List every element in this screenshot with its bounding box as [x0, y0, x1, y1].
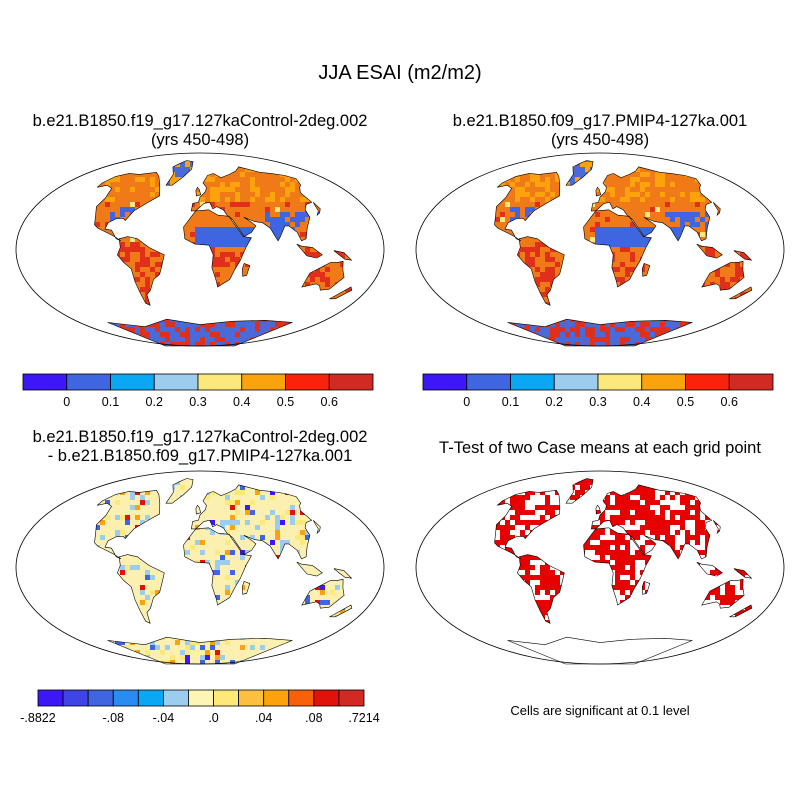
colorbar-label: 0.4	[233, 395, 250, 409]
colorbar-box	[66, 373, 111, 391]
colorbar-label: 0.2	[546, 395, 563, 409]
panel-title-difference-line1: b.e21.B1850.f19_g17.127kaControl-2deg.00…	[32, 428, 368, 446]
panel-title-control: b.e21.B1850.f19_g17.127kaControl-2deg.00…	[0, 112, 400, 150]
colorbar-label: 0.4	[633, 395, 650, 409]
land-new-guinea	[333, 568, 352, 579]
colorbar-box	[62, 689, 89, 707]
panel-title-ttest: T-Test of two Case means at each grid po…	[439, 439, 761, 457]
colorbar-label: .0	[208, 711, 218, 725]
map-border	[15, 152, 385, 347]
colorbar-label: -.04	[153, 711, 175, 725]
map-ttest	[415, 470, 785, 665]
colorbar-box	[466, 373, 511, 391]
colorbar-box	[313, 689, 340, 707]
land-antarctica	[507, 637, 693, 664]
colorbar-box	[263, 689, 290, 707]
colorbar-box	[241, 373, 286, 391]
map-border	[415, 152, 785, 347]
colorbar-box	[510, 373, 555, 391]
coastlines	[94, 478, 353, 665]
colorbar-box	[37, 689, 64, 707]
colorbar-box	[238, 689, 265, 707]
panel-title-pmip: b.e21.B1850.f09_g17.PMIP4-127ka.001 (yrs…	[400, 112, 800, 150]
main-title: JJA ESAI (m2/m2)	[318, 62, 482, 84]
colorbar-box	[153, 373, 199, 391]
colorbar-label: .04	[255, 711, 272, 725]
colorbar-box	[685, 373, 730, 391]
colorbar-box	[188, 689, 214, 707]
colorbar-box	[162, 689, 189, 707]
colorbar-box	[328, 373, 374, 391]
land-north-america	[494, 172, 560, 241]
coastlines	[494, 160, 753, 347]
map-difference	[15, 470, 385, 665]
colorbar-box	[110, 373, 155, 391]
colorbar-label: 0.6	[321, 395, 338, 409]
colorbar-label: .7214	[348, 711, 379, 725]
colorbar-box	[422, 373, 468, 391]
map-border	[15, 470, 385, 665]
colorbar-box	[728, 373, 774, 391]
panel-title-pmip-line1: b.e21.B1850.f09_g17.PMIP4-127ka.001	[452, 112, 748, 130]
colorbar-difference: -.8822 -.08 -.04 .0 .04 .08 .7214	[20, 689, 380, 725]
significance-note: Cells are significant at 0.1 level	[510, 703, 690, 718]
grid-cells	[494, 478, 752, 635]
colorbar-box	[213, 689, 240, 707]
colorbar-box	[641, 373, 686, 391]
land-greenland	[166, 478, 194, 504]
colorbar-label: 0.3	[189, 395, 206, 409]
colorbar-box	[285, 373, 330, 391]
map-pmip	[415, 152, 785, 347]
panel-title-pmip-line2: (yrs 450-498)	[550, 131, 650, 149]
colorbar-label: 0	[63, 395, 70, 409]
colorbar-label: 0.1	[502, 395, 519, 409]
colorbar-label: 0	[463, 395, 470, 409]
colorbar-label: 0.1	[102, 395, 119, 409]
colorbar-label: -.8822	[20, 711, 55, 725]
colorbar-label: 0.3	[589, 395, 606, 409]
colorbar-box	[597, 373, 643, 391]
panel-title-control-line2: (yrs 450-498)	[150, 131, 250, 149]
colorbar-label: -.08	[102, 711, 124, 725]
land-madagascar	[242, 581, 250, 595]
colorbar-pmip: 0 0.1 0.2 0.3 0.4 0.5 0.6	[422, 373, 774, 409]
map-control	[15, 152, 385, 347]
map-border	[415, 470, 785, 665]
colorbar-box	[112, 689, 139, 707]
panel-title-difference-line2: - b.e21.B1850.f09_g17.PMIP4-127ka.001	[47, 447, 353, 465]
colorbar-box	[288, 689, 315, 707]
land-indonesia	[296, 562, 323, 577]
coastlines	[94, 160, 353, 347]
colorbar-label: .08	[305, 711, 322, 725]
colorbar-control: 0 0.1 0.2 0.3 0.4 0.5 0.6	[22, 373, 374, 409]
panel-title-control-line1: b.e21.B1850.f19_g17.127kaControl-2deg.00…	[32, 112, 368, 130]
land-uk	[195, 505, 201, 514]
colorbar-box	[137, 689, 164, 707]
colorbar-label: 0.5	[277, 395, 294, 409]
colorbar-label: 0.6	[721, 395, 738, 409]
colorbar-label: 0.5	[677, 395, 694, 409]
colorbar-box	[22, 373, 68, 391]
land-north-america	[94, 172, 160, 241]
colorbar-box	[197, 373, 243, 391]
colorbar-label: 0.2	[146, 395, 163, 409]
colorbar-box	[553, 373, 599, 391]
colorbar-box	[87, 689, 114, 707]
colorbar-box	[338, 689, 365, 707]
panel-title-difference: b.e21.B1850.f19_g17.127kaControl-2deg.00…	[0, 428, 400, 466]
